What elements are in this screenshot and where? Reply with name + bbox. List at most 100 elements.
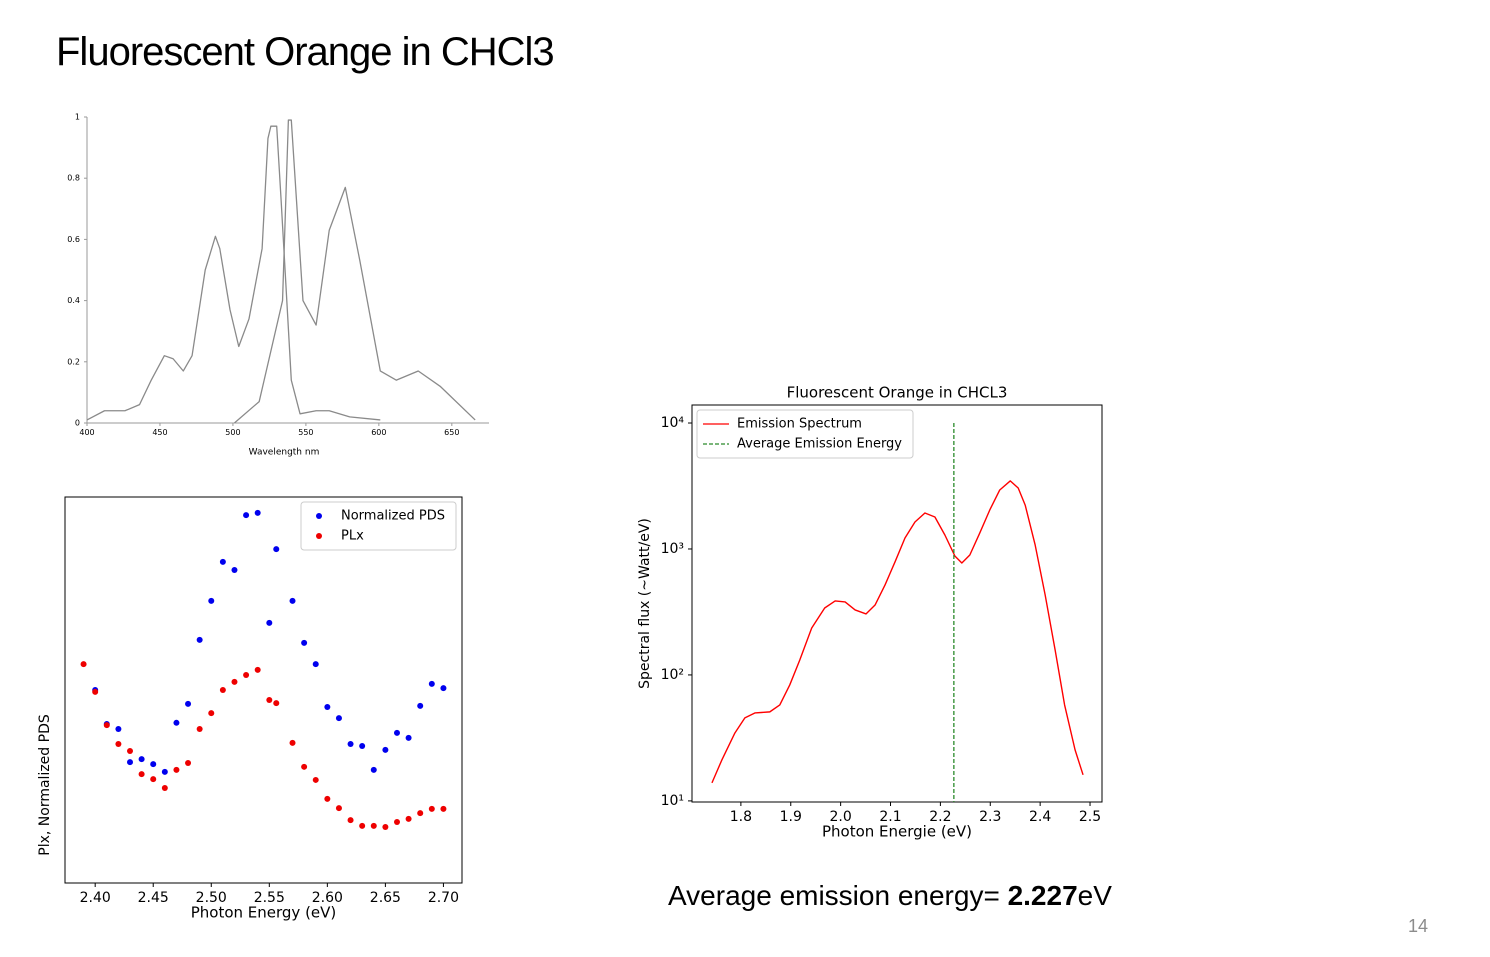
point (266, 619, 273, 626)
point (312, 661, 319, 668)
point (219, 687, 226, 693)
chart-title: Fluorescent Orange in CHCL3 (787, 384, 1008, 402)
point (393, 819, 400, 826)
point (428, 680, 435, 687)
slide-number: 14 (1408, 916, 1429, 936)
x-tick-label: 1.9 (780, 809, 802, 825)
point (92, 688, 99, 695)
legend-label: Normalized PDS (341, 509, 445, 524)
point (382, 746, 389, 753)
x-tick-label: 2.70 (428, 890, 459, 906)
x-tick-label: 2.3 (979, 809, 1001, 825)
x-tick-label: 500 (225, 428, 240, 437)
chart: 2.40 2.45 2.50 2.55 2.60 2.65 2.70 Photon Energ… (37, 496, 463, 922)
point (393, 729, 400, 736)
point (324, 703, 331, 710)
point (127, 747, 134, 754)
point (219, 558, 226, 565)
point (347, 817, 354, 824)
point (208, 710, 215, 717)
y-tick-label: 10³ (661, 541, 684, 557)
point (417, 810, 424, 817)
point (115, 741, 122, 748)
point (138, 771, 145, 778)
point (347, 741, 354, 748)
legend-label: Emission Spectrum (737, 417, 862, 432)
caption: Average emission energy= 2.227eV (668, 880, 1112, 912)
plot-frame (64, 496, 463, 884)
point (370, 822, 377, 829)
point (301, 639, 308, 646)
x-axis-label: Photon Energie (eV) (822, 823, 972, 841)
point (312, 776, 319, 783)
slide-title: Fluorescent Orange in CHCl3 (56, 30, 555, 74)
point (243, 512, 250, 519)
y-tick-label: 10⁴ (661, 415, 685, 431)
point (231, 566, 238, 573)
point (440, 805, 447, 812)
point (405, 734, 412, 741)
x-tick-label: 400 (79, 428, 94, 437)
point (335, 715, 342, 722)
point (161, 768, 168, 775)
point (115, 725, 122, 732)
caption-text: Average emission energy= (668, 880, 1008, 911)
x-tick-label: 2.2 (929, 809, 951, 825)
point (289, 597, 296, 604)
line (233, 119, 476, 424)
point (185, 759, 192, 766)
legend-marker (316, 513, 322, 519)
legend-marker (316, 533, 322, 539)
y-tick-label: 0.4 (67, 296, 80, 305)
y-tick-label: 0.2 (67, 357, 80, 366)
x-tick-label: 2.5 (1079, 809, 1101, 825)
point (196, 725, 203, 732)
x-tick-label: 1.8 (730, 809, 752, 825)
point (273, 700, 280, 707)
y-tick-label: 10¹ (661, 793, 684, 809)
point (301, 763, 308, 770)
point (440, 685, 447, 692)
point (273, 546, 280, 553)
legend-label: Average Emission Energy (737, 437, 902, 452)
x-tick-label: 2.55 (254, 890, 285, 906)
point (150, 761, 157, 768)
x-tick-label: 450 (152, 428, 167, 437)
x-tick-label: 2.0 (830, 809, 852, 825)
y-tick-label: 0 (75, 419, 80, 428)
point (150, 776, 157, 783)
y-tick-label: 0.8 (67, 174, 80, 183)
point (208, 597, 215, 604)
y-tick-label: 10² (661, 667, 684, 683)
point (254, 666, 261, 673)
chart: 1.8 1.9 2.0 2.1 2.2 2.3 2.4 2.5 10¹ 10² 10³ 10⁴ Fluo… (637, 384, 1103, 841)
x-tick-label: 2.1 (879, 809, 901, 825)
point (173, 719, 180, 726)
point (324, 795, 331, 802)
point (359, 822, 366, 829)
caption-value: 2.227 (1007, 880, 1078, 911)
point (254, 509, 261, 516)
point (185, 700, 192, 707)
legend-label: PLx (341, 529, 364, 544)
point (138, 756, 145, 763)
point (417, 702, 424, 709)
legend-box (696, 409, 914, 459)
x-tick-label: 600 (371, 428, 386, 437)
x-tick-label: 2.4 (1029, 809, 1051, 825)
point (335, 805, 342, 812)
point (231, 678, 238, 685)
x-axis-label: Photon Energy (eV) (191, 904, 337, 922)
point (405, 815, 412, 822)
line (86, 125, 381, 421)
line (711, 480, 1084, 784)
point (127, 759, 134, 766)
x-tick-label: 550 (298, 428, 313, 437)
point (103, 722, 110, 729)
point (359, 742, 366, 749)
x-tick-label: 2.45 (138, 890, 169, 906)
point (161, 785, 168, 792)
y-axis-label: Spectral flux (~Watt/eV) (637, 518, 653, 689)
